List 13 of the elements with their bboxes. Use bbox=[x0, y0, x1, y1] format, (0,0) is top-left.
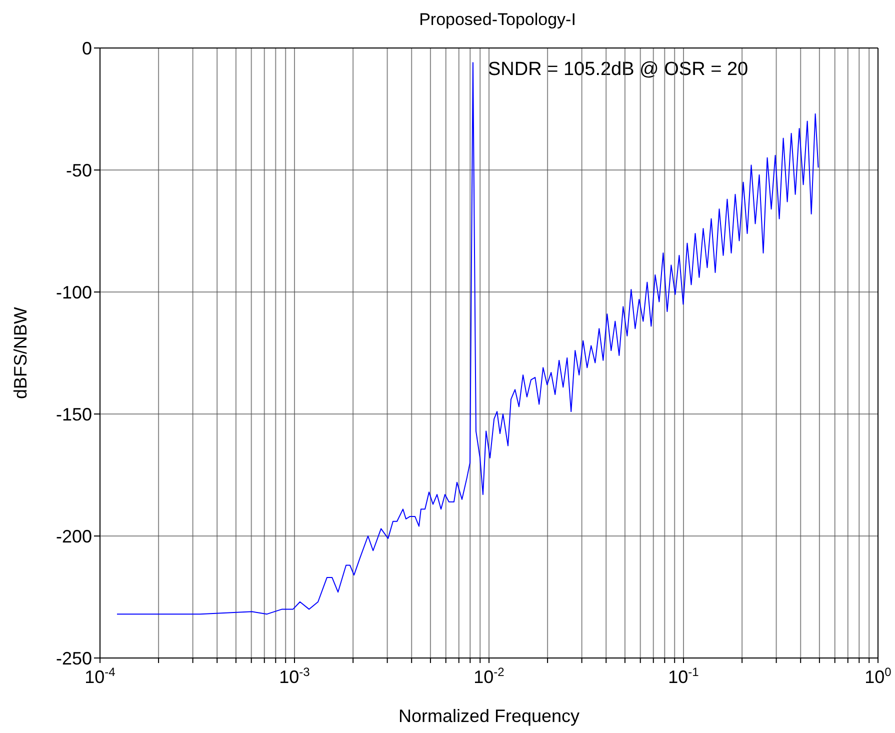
x-tick-label: 10$^{-2}$ bbox=[474, 665, 505, 687]
y-tick-label: -200 bbox=[56, 526, 92, 546]
x-tick-label: 10$^{-3}$ bbox=[279, 665, 310, 687]
y-tick-label: 0 bbox=[82, 38, 92, 58]
chart-title: Proposed-Topology-I bbox=[419, 10, 576, 29]
y-tick-label: -50 bbox=[66, 160, 92, 180]
x-axis-title: Normalized Frequency bbox=[398, 706, 580, 726]
y-axis-title: dBFS/NBW bbox=[10, 306, 30, 400]
y-tick-label: -150 bbox=[56, 404, 92, 424]
y-tick-label: -100 bbox=[56, 282, 92, 302]
x-tick-label: 10$^{-1}$ bbox=[668, 665, 700, 687]
x-tick-label: 10$^{0}$ bbox=[864, 665, 892, 687]
annotation: SNDR = 105.2dB @ OSR = 20 bbox=[488, 59, 748, 81]
